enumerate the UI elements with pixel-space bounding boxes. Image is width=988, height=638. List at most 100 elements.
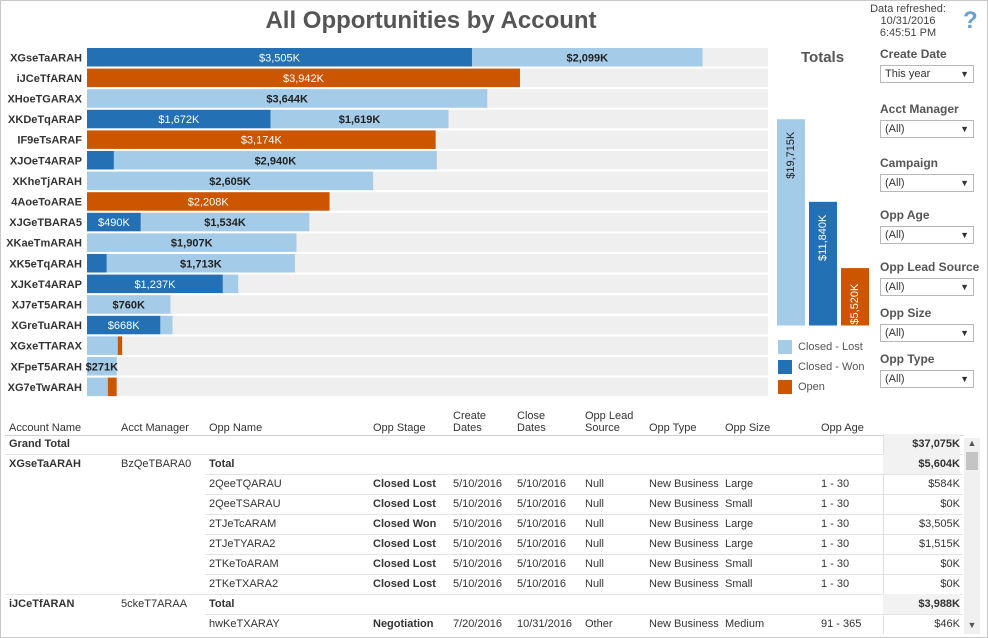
cell-lead: Null <box>585 578 604 590</box>
filter-label: Create Date <box>880 47 947 61</box>
col-header-opp-name[interactable]: Opp Name <box>209 422 263 434</box>
bar-segment-closed-lost[interactable] <box>113 151 437 170</box>
cell-type: New Business <box>649 478 719 490</box>
opp-age-dropdown[interactable]: (All) ▼ <box>880 226 974 244</box>
account-total-row: XGseTaARAH BzQeTBARA0 Total $5,604K <box>5 454 963 474</box>
bar-segment-open[interactable] <box>87 68 520 88</box>
cell-close: 5/10/2016 <box>517 518 566 530</box>
bar-segment-closed-won[interactable] <box>87 109 271 129</box>
bar-segment-closed-lost[interactable] <box>87 89 488 108</box>
bar-segment-closed-won[interactable] <box>87 151 114 170</box>
opp-type-dropdown[interactable]: (All) ▼ <box>880 370 974 388</box>
bar-segment-open[interactable] <box>117 336 123 355</box>
col-header-opp-type[interactable]: Opp Type <box>649 422 697 434</box>
cell-stage: Closed Lost <box>373 478 436 490</box>
totals-data-label: $5,520K <box>849 283 861 325</box>
legend-label: Closed - Lost <box>798 341 863 353</box>
cell-size: Large <box>725 518 754 530</box>
account-tick-label: XJKeT4ARAP <box>10 279 82 291</box>
campaign-dropdown[interactable]: (All) ▼ <box>880 174 974 192</box>
bar-segment-closed-lost[interactable] <box>270 109 449 129</box>
bar-segment-closed-lost[interactable] <box>160 315 173 335</box>
bar-segment-closed-lost[interactable] <box>87 233 297 252</box>
legend-item-closed-lost[interactable]: Closed - Lost <box>778 337 864 357</box>
filter-create-date: Create Date This year ▼ <box>880 47 980 83</box>
cell-lead: Other <box>585 618 613 630</box>
cell-lead: Null <box>585 478 604 490</box>
cell-type: New Business <box>649 558 719 570</box>
opp-lead-source-dropdown[interactable]: (All) ▼ <box>880 278 974 296</box>
account-tick-label: XJ7eT5ARAH <box>12 299 82 311</box>
col-header-acct-manager[interactable]: Acct Manager <box>121 422 189 434</box>
dropdown-value: This year <box>885 68 931 80</box>
opp-size-dropdown[interactable]: (All) ▼ <box>880 324 974 342</box>
account-tick-label: iJCeTfARAN <box>17 73 82 85</box>
cell-age: 1 - 30 <box>821 518 850 530</box>
table-row: 2TJeTYARA2 Closed Lost 5/10/2016 5/10/2016 N… <box>5 534 963 554</box>
legend-swatch-closed-lost <box>778 340 792 354</box>
bar-segment-closed-lost[interactable] <box>87 295 171 314</box>
totals-bar-open[interactable] <box>841 268 869 326</box>
cell-account: XGseTaARAH <box>9 458 81 470</box>
col-header-opp-age[interactable]: Opp Age <box>821 422 864 434</box>
col-header-opp-size[interactable]: Opp Size <box>725 422 771 434</box>
acct-manager-dropdown[interactable]: (All) ▼ <box>880 120 974 138</box>
bar-segment-closed-lost[interactable] <box>87 377 108 397</box>
bar-data-label: $3,644K <box>266 93 308 105</box>
create-date-dropdown[interactable]: This year ▼ <box>880 65 974 83</box>
cell-opp: 2TJeTYARA2 <box>209 538 276 550</box>
header-divider <box>5 435 963 436</box>
totals-bar-closed-lost[interactable] <box>777 119 805 327</box>
filter-label: Opp Type <box>880 352 935 366</box>
account-tick-label: XKDeTqARAP <box>8 114 82 126</box>
scroll-thumb[interactable] <box>966 452 978 470</box>
bar-data-label: $2,099K <box>566 52 608 64</box>
legend-swatch-closed-won <box>778 360 792 374</box>
account-tick-label: IF9eTsARAF <box>17 135 82 147</box>
cell-close: 5/10/2016 <box>517 478 566 490</box>
bar-segment-closed-won[interactable] <box>87 254 107 273</box>
bar-track <box>87 295 768 314</box>
cell-lead: Null <box>585 558 604 570</box>
cell-age: 1 - 30 <box>821 538 850 550</box>
bar-segment-open[interactable] <box>107 377 117 397</box>
bar-segment-closed-lost[interactable] <box>87 336 118 355</box>
col-header-opp-lead-source[interactable]: Opp Lead Source <box>585 410 634 434</box>
totals-data-label: $19,715K <box>785 131 797 179</box>
help-icon[interactable]: ? <box>963 7 978 34</box>
bar-data-label: $3,505K <box>259 52 301 64</box>
bar-segment-closed-won[interactable] <box>87 212 141 232</box>
bar-segment-closed-lost[interactable] <box>87 357 117 376</box>
col-header-create-dates[interactable]: Create Dates <box>453 410 487 434</box>
bar-segment-open[interactable] <box>87 192 330 211</box>
bar-segment-closed-lost[interactable] <box>471 48 703 67</box>
cell-stage: Closed Lost <box>373 578 436 590</box>
legend-item-open[interactable]: Open <box>778 377 864 397</box>
bar-segment-closed-lost[interactable] <box>140 212 310 232</box>
scroll-up-icon[interactable]: ▲ <box>967 438 977 448</box>
col-header-close-dates[interactable]: Close Dates <box>517 410 546 434</box>
table-scrollbar[interactable]: ▲ ▼ <box>964 438 980 634</box>
bar-segment-closed-lost[interactable] <box>222 274 239 294</box>
filter-opp-lead-source: Opp Lead Source (All) ▼ <box>880 260 980 296</box>
dropdown-value: (All) <box>885 177 905 189</box>
filter-acct-manager: Acct Manager (All) ▼ <box>880 102 980 138</box>
bar-segment-closed-lost[interactable] <box>106 254 295 273</box>
totals-bar-closed-won[interactable] <box>809 201 837 326</box>
bar-segment-closed-won[interactable] <box>87 315 161 335</box>
scroll-down-icon[interactable]: ▼ <box>967 620 977 630</box>
dropdown-value: (All) <box>885 373 905 385</box>
col-header-account-name[interactable]: Account Name <box>9 422 82 434</box>
table-row: 2QeeTSARAU Closed Lost 5/10/2016 5/10/2016 N… <box>5 494 963 514</box>
cell-close: 5/10/2016 <box>517 538 566 550</box>
bar-segment-closed-lost[interactable] <box>87 171 374 191</box>
col-header-opp-stage[interactable]: Opp Stage <box>373 422 426 434</box>
status-legend: Closed - Lost Closed - Won Open <box>778 337 864 397</box>
bar-segment-open[interactable] <box>87 130 436 149</box>
legend-item-closed-won[interactable]: Closed - Won <box>778 357 864 377</box>
bar-segment-closed-won[interactable] <box>87 274 223 294</box>
cell-account: iJCeTfARAN <box>9 598 75 610</box>
cell-age: 1 - 30 <box>821 558 850 570</box>
table-header: Account Name Acct Manager Opp Name Opp S… <box>5 406 981 434</box>
bar-segment-closed-won[interactable] <box>87 48 472 67</box>
